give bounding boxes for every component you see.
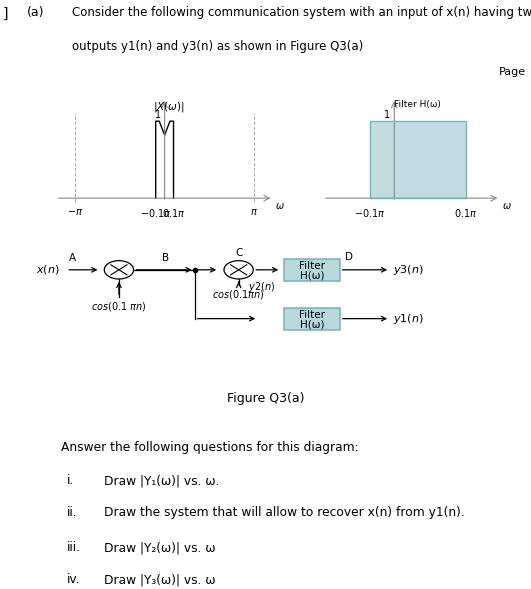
Text: iv.: iv. <box>66 573 80 586</box>
Text: Draw |Y₂(ω)| vs. ω: Draw |Y₂(ω)| vs. ω <box>104 541 215 554</box>
Text: H(ω): H(ω) <box>299 270 324 280</box>
Text: ii.: ii. <box>66 507 77 519</box>
Text: Answer the following questions for this diagram:: Answer the following questions for this … <box>61 441 358 454</box>
Text: $\pi$: $\pi$ <box>250 207 258 217</box>
Text: (a): (a) <box>27 6 44 19</box>
Text: $-\pi$: $-\pi$ <box>67 207 83 217</box>
FancyBboxPatch shape <box>284 259 340 281</box>
Text: Figure Q3(a): Figure Q3(a) <box>227 392 304 405</box>
Text: H(ω): H(ω) <box>299 319 324 329</box>
Text: 1: 1 <box>155 110 161 120</box>
Text: Page: Page <box>499 67 526 77</box>
Text: Filter H(ω): Filter H(ω) <box>395 100 441 108</box>
Text: C: C <box>235 248 242 258</box>
Text: $cos(0.1\ \pi n)$: $cos(0.1\ \pi n)$ <box>91 300 147 313</box>
Text: Draw |Y₁(ω)| vs. ω.: Draw |Y₁(ω)| vs. ω. <box>104 475 219 488</box>
Text: B: B <box>162 253 169 263</box>
Text: $cos(0.1\pi n)$: $cos(0.1\pi n)$ <box>212 288 265 301</box>
Text: $0.1\pi$: $0.1\pi$ <box>454 207 478 220</box>
Text: iii.: iii. <box>66 541 80 554</box>
Text: $0.1\pi$: $0.1\pi$ <box>162 207 185 220</box>
Text: $y2(n)$: $y2(n)$ <box>249 280 276 294</box>
Text: $y3(n)$: $y3(n)$ <box>393 263 424 277</box>
FancyBboxPatch shape <box>284 307 340 330</box>
Text: $-0.1\pi$: $-0.1\pi$ <box>354 207 386 220</box>
Circle shape <box>104 261 134 279</box>
Polygon shape <box>370 121 466 198</box>
Text: D: D <box>345 252 353 262</box>
Text: 1: 1 <box>384 110 390 120</box>
Text: $\omega$: $\omega$ <box>502 201 511 211</box>
Text: $y1(n)$: $y1(n)$ <box>393 312 424 326</box>
Text: $\omega$: $\omega$ <box>275 201 285 211</box>
Text: ]: ] <box>3 6 8 21</box>
Text: Filter: Filter <box>299 310 325 320</box>
Text: outputs y1(n) and y3(n) as shown in Figure Q3(a): outputs y1(n) and y3(n) as shown in Figu… <box>72 39 363 53</box>
Text: Filter: Filter <box>299 261 325 271</box>
Circle shape <box>224 261 253 279</box>
Text: i.: i. <box>66 475 74 488</box>
Text: Draw |Y₃(ω)| vs. ω: Draw |Y₃(ω)| vs. ω <box>104 573 215 586</box>
Text: $-0.1\pi$: $-0.1\pi$ <box>140 207 172 220</box>
Text: Consider the following communication system with an input of x(n) having two: Consider the following communication sys… <box>72 6 531 19</box>
Text: A: A <box>69 253 76 263</box>
Text: $|X(\omega)|$: $|X(\omega)|$ <box>153 100 185 114</box>
Text: $x(n)$: $x(n)$ <box>36 263 60 276</box>
Text: Draw the system that will allow to recover x(n) from y1(n).: Draw the system that will allow to recov… <box>104 507 464 519</box>
